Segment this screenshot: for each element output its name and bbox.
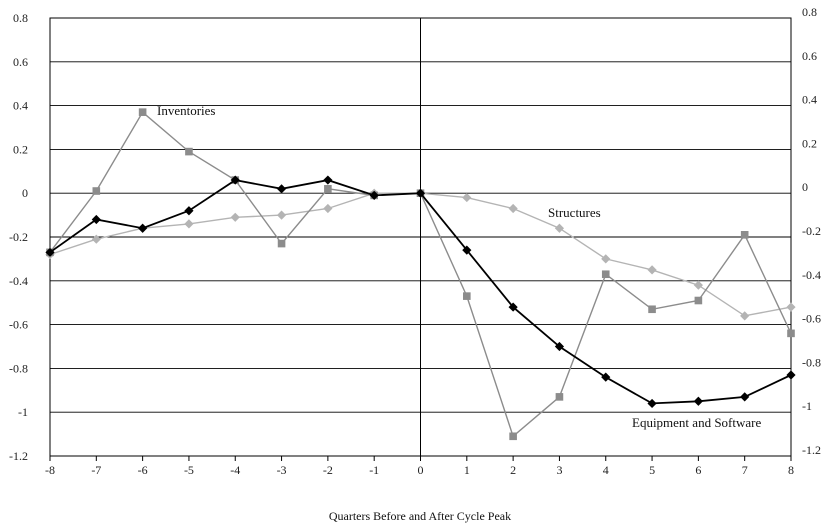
x-tick-label: -8	[45, 463, 55, 477]
y-tick-label-left: -0.2	[9, 230, 28, 244]
y-tick-label-right: 0.2	[802, 136, 817, 150]
x-tick-label: 5	[649, 463, 655, 477]
x-tick-label: -4	[230, 463, 240, 477]
point-inventories	[555, 393, 564, 401]
point-equipment-and-software	[462, 245, 472, 255]
x-tick-label: -2	[323, 463, 333, 477]
y-tick-label-right: 0.4	[802, 93, 817, 107]
point-structures	[693, 280, 703, 290]
x-tick-label: -6	[138, 463, 148, 477]
point-equipment-and-software	[138, 223, 148, 233]
point-equipment-and-software	[45, 247, 55, 257]
point-equipment-and-software	[508, 302, 518, 312]
axes: 0.8 0.8 0.6 0.6 0.4 0.4 0.2 0.2 0 0 -0.2 -0.2 -0.4 -0…	[9, 5, 821, 477]
point-inventories	[648, 305, 656, 314]
point-structures	[786, 302, 796, 312]
point-equipment-and-software	[230, 175, 240, 185]
point-equipment-and-software	[91, 214, 101, 225]
y-tick-label-left: -1.2	[9, 449, 28, 463]
x-tick-label: -3	[277, 463, 287, 477]
x-tick-label: 4	[603, 463, 609, 477]
point-structures	[508, 203, 518, 214]
y-tick-label-right: 0.8	[802, 5, 817, 19]
point-equipment-and-software	[415, 188, 426, 198]
series-labels: Inventories Structures Equipment and Softw…	[157, 103, 761, 430]
x-tick-label: 7	[742, 463, 748, 477]
point-inventories	[463, 292, 471, 300]
point-inventories	[694, 296, 703, 305]
point-equipment-and-software	[601, 372, 611, 382]
y-tick-label-right: 0.6	[802, 49, 817, 63]
y-tick-label-left: 0	[22, 186, 28, 200]
y-tick-label-left: -0.8	[9, 361, 28, 375]
y-tick-label-left: 0.2	[13, 142, 28, 156]
point-inventories	[601, 270, 610, 279]
y-tick-label-right: -0.6	[802, 312, 821, 326]
point-inventories	[138, 108, 147, 116]
series-label-equipment-and-software: Equipment and Software	[632, 415, 761, 430]
point-inventories	[740, 231, 749, 239]
y-tick-label-left: -0.4	[9, 274, 28, 288]
point-equipment-and-software	[740, 392, 750, 402]
x-tick-label: 8	[788, 463, 794, 477]
x-tick-label: 1	[464, 463, 470, 477]
point-structures	[184, 219, 194, 229]
series-label-structures: Structures	[548, 205, 601, 220]
y-tick-label-left: 0.8	[13, 11, 28, 25]
y-tick-label-right: -1	[802, 399, 812, 413]
point-inventories	[185, 147, 193, 156]
point-structures	[601, 254, 611, 264]
y-tick-label-left: 0.6	[13, 55, 28, 69]
x-tick-label: -5	[184, 463, 194, 477]
point-structures	[323, 203, 333, 214]
x-tick-label: 3	[556, 463, 562, 477]
point-inventories	[324, 185, 332, 193]
point-equipment-and-software	[786, 370, 796, 380]
x-tick-label: 2	[510, 463, 516, 477]
y-tick-label-left: -1	[18, 405, 28, 419]
point-equipment-and-software	[554, 341, 565, 352]
point-equipment-and-software	[184, 206, 194, 216]
point-inventories	[509, 432, 517, 441]
point-equipment-and-software	[276, 184, 287, 194]
y-tick-label-right: -0.8	[802, 355, 821, 369]
point-structures	[230, 212, 240, 222]
point-structures	[647, 265, 657, 275]
x-axis-title: Quarters Before and After Cycle Peak	[329, 509, 511, 523]
x-tick-label: -7	[91, 463, 101, 477]
point-structures	[91, 234, 101, 244]
x-tick-label: 6	[695, 463, 701, 477]
point-inventories	[277, 239, 286, 248]
y-tick-label-left: 0.4	[13, 99, 28, 113]
series-label-inventories: Inventories	[157, 103, 215, 118]
y-tick-label-right: 0	[802, 180, 808, 194]
point-equipment-and-software	[323, 175, 333, 185]
y-tick-label-right: -0.2	[802, 224, 821, 238]
x-tick-label: 0	[418, 463, 424, 477]
y-tick-label-right: -0.4	[802, 268, 821, 282]
point-equipment-and-software	[693, 396, 703, 406]
point-structures	[462, 192, 472, 203]
series-lines	[45, 108, 796, 441]
point-structures	[276, 210, 287, 220]
point-inventories	[92, 187, 101, 195]
point-structures	[740, 311, 750, 321]
point-inventories	[787, 329, 795, 338]
y-tick-label-right: -1.2	[802, 443, 821, 457]
y-tick-label-left: -0.6	[9, 318, 28, 332]
x-tick-label: -1	[369, 463, 379, 477]
point-structures	[554, 223, 565, 233]
point-equipment-and-software	[369, 190, 379, 200]
point-equipment-and-software	[647, 398, 657, 409]
